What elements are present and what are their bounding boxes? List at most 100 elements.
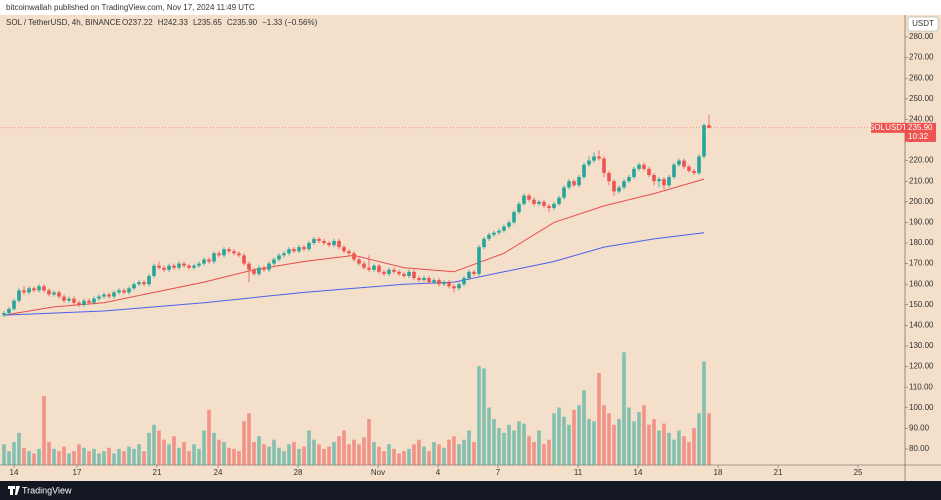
volume-bar bbox=[577, 405, 581, 465]
volume-bar bbox=[252, 442, 256, 465]
candle-body bbox=[672, 164, 676, 178]
candle-body bbox=[432, 280, 436, 283]
y-tick-label: 270.00 bbox=[909, 53, 934, 62]
volume-bar bbox=[647, 424, 651, 465]
y-tick-label: 100.00 bbox=[909, 403, 934, 412]
volume-bar bbox=[57, 451, 61, 465]
volume-bar bbox=[257, 436, 261, 465]
candle-body bbox=[647, 168, 651, 176]
volume-bar bbox=[187, 451, 191, 465]
volume-bar bbox=[192, 444, 196, 465]
volume-bar bbox=[492, 419, 496, 465]
volume-bar bbox=[527, 436, 531, 465]
candle-body bbox=[117, 290, 121, 293]
price-box bbox=[905, 122, 936, 142]
candle-body bbox=[122, 290, 126, 293]
volume-bar bbox=[7, 451, 11, 465]
volume-bar bbox=[122, 451, 126, 465]
volume-bar bbox=[302, 446, 306, 465]
volume-bar bbox=[132, 448, 136, 465]
volume-bar bbox=[567, 424, 571, 465]
symbol: SOL / TetherUSD, 4h, BINANCE bbox=[6, 18, 121, 27]
volume-bar bbox=[392, 448, 396, 465]
volume-bar bbox=[212, 432, 216, 465]
candle-body bbox=[12, 300, 16, 309]
y-tick-label: 90.00 bbox=[909, 424, 930, 433]
candle-body bbox=[317, 238, 321, 241]
candle-body bbox=[87, 300, 91, 303]
legend-value: O237.22 bbox=[122, 18, 153, 27]
volume-bar bbox=[317, 444, 321, 465]
volume-bar bbox=[237, 451, 241, 465]
candle-body bbox=[162, 267, 166, 270]
y-tick-label: 120.00 bbox=[909, 362, 934, 371]
volume-bar bbox=[22, 447, 26, 465]
x-tick-label: 14 bbox=[10, 468, 19, 477]
candle-body bbox=[367, 267, 371, 270]
candle-body bbox=[667, 177, 671, 186]
volume-bar bbox=[422, 446, 426, 465]
volume-bar bbox=[622, 352, 626, 465]
candle-body bbox=[402, 273, 406, 276]
volume-bar bbox=[632, 421, 636, 465]
candle-body bbox=[127, 288, 131, 293]
y-tick-label: 190.00 bbox=[909, 218, 934, 227]
candle-body bbox=[557, 197, 561, 204]
candle-body bbox=[147, 275, 151, 285]
candle-body bbox=[692, 170, 696, 173]
candle-body bbox=[632, 168, 636, 178]
volume-bar bbox=[82, 447, 86, 465]
volume-bar bbox=[657, 430, 661, 465]
volume-bar bbox=[47, 442, 51, 465]
candle-body bbox=[457, 284, 461, 289]
x-tick-label: 24 bbox=[214, 468, 223, 477]
candle-body bbox=[342, 247, 346, 252]
candle-body bbox=[287, 249, 291, 254]
volume-bar bbox=[627, 407, 631, 465]
candle-body bbox=[272, 259, 276, 264]
volume-bar bbox=[412, 444, 416, 465]
candle-body bbox=[237, 253, 241, 256]
y-tick-label: 260.00 bbox=[909, 73, 934, 82]
volume-bar bbox=[2, 444, 6, 465]
currency: USDT bbox=[912, 19, 934, 28]
x-tick-label: 25 bbox=[854, 468, 863, 477]
y-tick-label: 170.00 bbox=[909, 259, 934, 268]
volume-bar bbox=[77, 444, 81, 465]
x-tick-label: 28 bbox=[294, 468, 303, 477]
volume-bar bbox=[102, 451, 106, 465]
candle-body bbox=[52, 292, 56, 295]
volume-bar bbox=[62, 446, 66, 465]
candle-body bbox=[622, 181, 626, 188]
volume-bar bbox=[262, 444, 266, 465]
x-tick-label: 7 bbox=[496, 468, 501, 477]
candle-body bbox=[582, 164, 586, 178]
candle-body bbox=[512, 212, 516, 223]
candle-body bbox=[2, 313, 6, 316]
time-axis bbox=[0, 465, 941, 481]
volume-bar bbox=[232, 448, 236, 465]
candle-body bbox=[242, 255, 246, 264]
volume-bar bbox=[207, 409, 211, 465]
volume-bar bbox=[522, 423, 526, 465]
candle-body bbox=[642, 164, 646, 169]
volume-bar bbox=[582, 390, 586, 465]
candle-body bbox=[482, 238, 486, 248]
candle-body bbox=[177, 263, 181, 268]
y-tick-label: 180.00 bbox=[909, 238, 934, 247]
candle-body bbox=[307, 243, 311, 250]
legend: SOL / TetherUSD, 4h, BINANCE O237.22 H242… bbox=[6, 18, 318, 27]
volume-bar bbox=[52, 448, 56, 465]
x-tick-label: 11 bbox=[574, 468, 583, 477]
candle-body bbox=[677, 160, 681, 165]
candle-body bbox=[652, 175, 656, 182]
volume-bar bbox=[352, 439, 356, 465]
candle-body bbox=[362, 263, 366, 268]
currency-box[interactable] bbox=[907, 16, 939, 32]
candle-body bbox=[262, 267, 266, 270]
candle-body bbox=[217, 253, 221, 256]
volume-bar bbox=[97, 453, 101, 465]
volume-bar bbox=[697, 413, 701, 465]
candle-body bbox=[72, 298, 76, 303]
